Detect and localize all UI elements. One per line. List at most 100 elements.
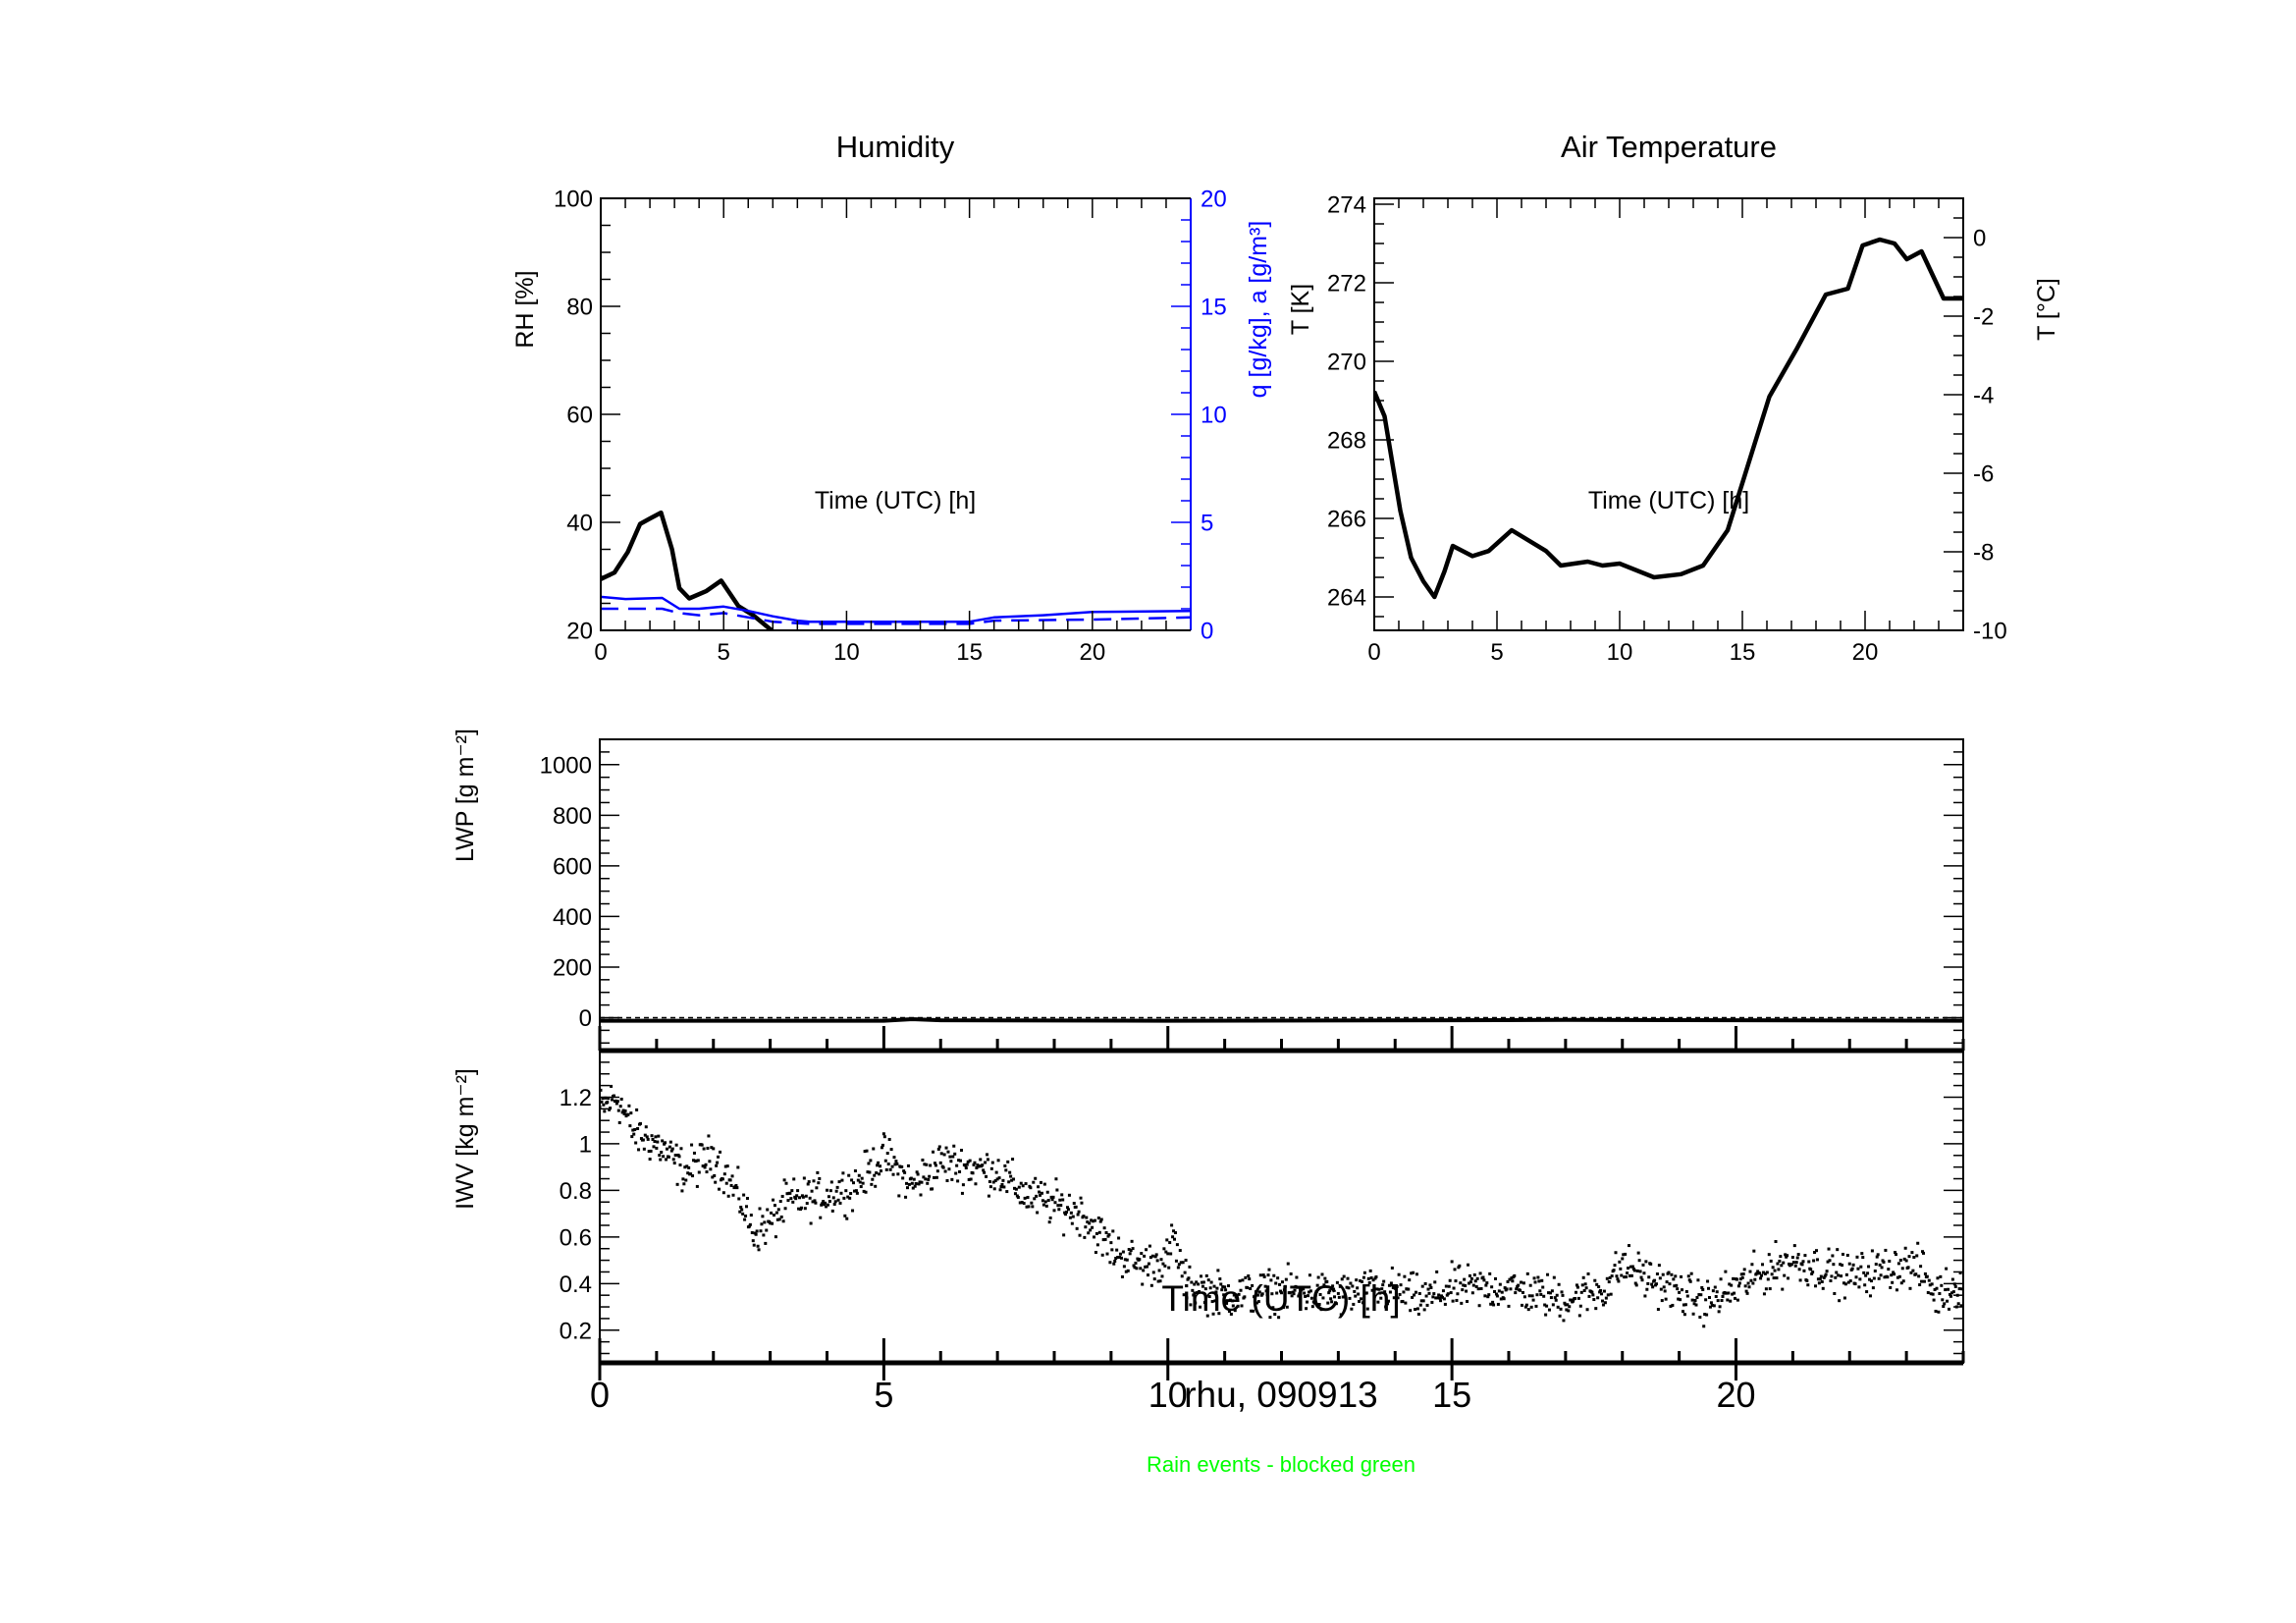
iwv-point: [1265, 1293, 1269, 1297]
iwv-point: [825, 1205, 828, 1209]
iwv-point: [1286, 1262, 1290, 1266]
iwv-point: [994, 1170, 998, 1174]
temperature-x-axis-tick-label: 20: [1852, 639, 1879, 666]
iwv-point: [1870, 1249, 1874, 1253]
iwv-point: [1672, 1277, 1676, 1281]
iwv-point: [790, 1189, 794, 1193]
iwv-point: [854, 1189, 858, 1193]
iwv-point: [1159, 1258, 1163, 1262]
iwv-point: [711, 1175, 715, 1179]
iwv-point: [1668, 1282, 1672, 1286]
air-temperature-xlabel: Time (UTC) [h]: [1588, 487, 1749, 514]
iwv-point: [1372, 1299, 1376, 1303]
iwv-point: [1041, 1203, 1045, 1207]
iwv-point: [1781, 1287, 1785, 1291]
iwv-point: [794, 1197, 798, 1201]
iwv-point: [957, 1159, 961, 1163]
iwv-point: [606, 1101, 610, 1105]
iwv-point: [1915, 1254, 1919, 1258]
iwv-point: [821, 1202, 825, 1206]
iwv-point: [1143, 1254, 1147, 1258]
iwv-point: [950, 1177, 954, 1181]
iwv-point: [923, 1163, 927, 1166]
iwv-point: [903, 1170, 907, 1174]
iwv-point: [1141, 1282, 1145, 1286]
iwv-point: [632, 1132, 636, 1136]
iwv-point: [1548, 1291, 1552, 1295]
iwv-point: [739, 1205, 743, 1209]
iwv-point: [1567, 1309, 1571, 1313]
iwv-point: [725, 1164, 729, 1168]
iwv-point: [1285, 1305, 1289, 1309]
iwv-point: [943, 1169, 947, 1173]
humidity-x-axis-tick-label: 0: [594, 639, 607, 666]
iwv-point: [1558, 1314, 1562, 1318]
iwv-point: [879, 1169, 882, 1173]
iwv-point: [949, 1160, 953, 1163]
iwv-point: [832, 1202, 836, 1206]
iwv-point: [1046, 1199, 1050, 1203]
iwv-point: [936, 1147, 940, 1151]
iwv-point: [1281, 1306, 1285, 1310]
iwv-point: [1207, 1295, 1211, 1299]
iwv-point: [1204, 1273, 1208, 1277]
iwv-point: [1831, 1254, 1835, 1258]
iwv-point: [1059, 1204, 1063, 1208]
iwv-point: [1683, 1303, 1687, 1307]
iwv-point: [1218, 1277, 1222, 1281]
iwv-point: [1594, 1307, 1598, 1311]
iwv-point: [1282, 1288, 1286, 1292]
iwv-point: [745, 1197, 749, 1201]
iwv-point: [1231, 1304, 1235, 1308]
iwv-point: [1873, 1269, 1877, 1272]
iwv-point: [1411, 1295, 1415, 1299]
iwv-point: [1442, 1297, 1446, 1301]
lwp-axis-tick-label: 600: [553, 854, 592, 881]
iwv-point: [1329, 1297, 1333, 1301]
iwv-point: [1129, 1249, 1133, 1253]
iwv-point: [1420, 1284, 1424, 1288]
iwv-point: [680, 1189, 684, 1193]
lwp-axis-tick-label: 800: [553, 803, 592, 830]
iwv-point: [1294, 1284, 1298, 1288]
iwv-point: [751, 1239, 755, 1243]
iwv-point: [911, 1186, 915, 1190]
iwv-point: [1370, 1288, 1374, 1292]
iwv-point: [1089, 1228, 1093, 1232]
iwv-point: [1253, 1298, 1256, 1302]
iwv-point: [1300, 1288, 1304, 1292]
iwv-point: [1697, 1293, 1701, 1297]
iwv-point: [1580, 1283, 1584, 1287]
iwv-point: [1895, 1288, 1898, 1292]
iwv-point: [1323, 1276, 1327, 1280]
iwv-point: [1511, 1279, 1515, 1283]
iwv-point: [837, 1180, 841, 1184]
iwv-point: [656, 1140, 660, 1144]
iwv-point: [1585, 1308, 1589, 1312]
iwv-point: [1165, 1238, 1169, 1242]
iwv-point: [712, 1147, 716, 1151]
iwv-point: [1117, 1236, 1121, 1240]
iwv-point: [1709, 1301, 1713, 1305]
iwv-point: [728, 1178, 732, 1182]
iwv-point: [623, 1109, 627, 1112]
iwv-point: [1146, 1265, 1149, 1269]
iwv-point: [1080, 1201, 1084, 1205]
iwv-point: [1621, 1257, 1625, 1261]
iwv-point: [1664, 1297, 1668, 1301]
iwv-point: [708, 1160, 712, 1163]
iwv-point: [1351, 1284, 1355, 1288]
iwv-point: [1882, 1260, 1886, 1264]
iwv-point: [1470, 1291, 1474, 1295]
iwv-point: [1192, 1293, 1196, 1297]
iwv-point: [1124, 1270, 1128, 1273]
iwv-point: [938, 1161, 942, 1164]
iwv-point: [1891, 1280, 1895, 1284]
iwv-point: [1328, 1289, 1332, 1293]
iwv-point: [1817, 1281, 1821, 1285]
iwv-point: [602, 1103, 606, 1107]
iwv-point: [1617, 1279, 1621, 1283]
iwv-point: [1723, 1290, 1727, 1294]
iwv-point: [1156, 1279, 1160, 1283]
iwv-point: [1488, 1271, 1492, 1275]
